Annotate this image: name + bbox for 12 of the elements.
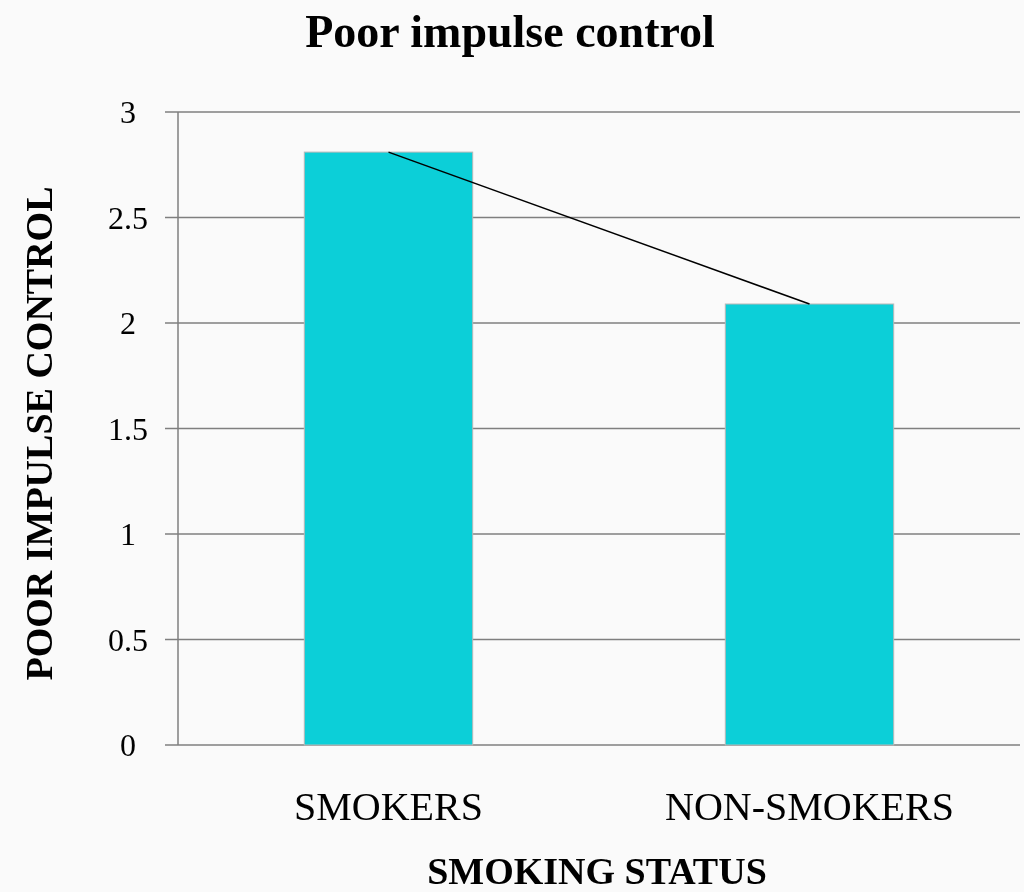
y-tick-label: 0.5 (108, 621, 148, 658)
y-tick-label: 1 (120, 516, 136, 553)
y-tick-label: 2.5 (108, 199, 148, 236)
y-tick-label: 0 (120, 727, 136, 764)
y-axis-title: POOR IMPULSE CONTROL (18, 186, 60, 681)
x-axis-title: SMOKING STATUS (427, 850, 767, 892)
x-tick-label: NON-SMOKERS (665, 784, 954, 829)
x-tick-label: SMOKERS (294, 784, 483, 829)
y-tick-label: 1.5 (108, 410, 148, 447)
chart-title: Poor impulse control (305, 6, 715, 57)
y-tick-label: 3 (120, 94, 136, 131)
y-tick-label: 2 (120, 305, 136, 342)
